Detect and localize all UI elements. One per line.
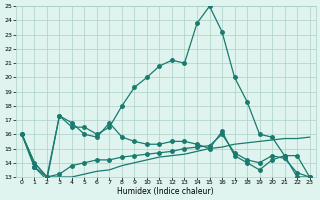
X-axis label: Humidex (Indice chaleur): Humidex (Indice chaleur): [117, 187, 214, 196]
